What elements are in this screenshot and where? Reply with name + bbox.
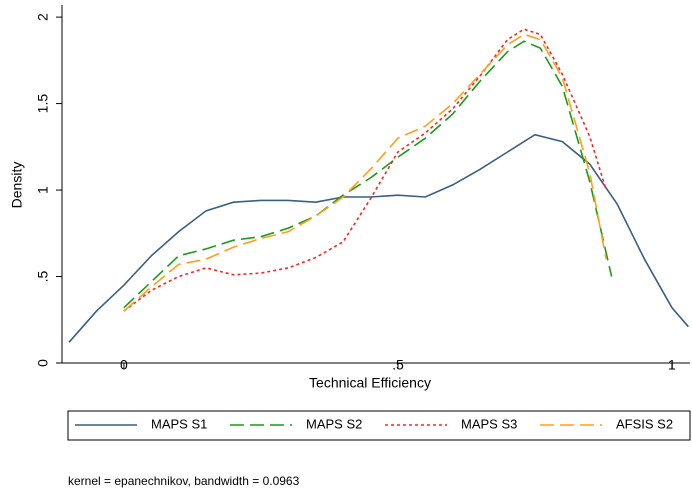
legend-label: MAPS S2 [306, 416, 362, 431]
density-line [123, 33, 607, 312]
y-tick-label: .5 [35, 270, 51, 282]
y-axis-label: Density [9, 162, 25, 209]
y-tick-label: 1 [35, 186, 51, 194]
legend-box [67, 410, 691, 441]
density-line [123, 40, 613, 309]
x-axis-label: Technical Efficiency [309, 375, 431, 391]
y-tick-label: 0 [35, 359, 51, 367]
y-tick-label: 1.5 [35, 94, 51, 114]
x-tick-label: .5 [392, 357, 404, 373]
density-line [68, 133, 690, 343]
legend-label: AFSIS S2 [616, 416, 673, 431]
legend-label: MAPS S1 [151, 416, 207, 431]
note: kernel = epanechnikov, bandwidth = 0.096… [68, 474, 300, 488]
density-line [123, 28, 607, 312]
legend-label: MAPS S3 [461, 416, 517, 431]
x-tick-label: 1 [668, 357, 676, 373]
x-tick-label: 0 [120, 357, 128, 373]
y-tick-label: 2 [35, 13, 51, 21]
